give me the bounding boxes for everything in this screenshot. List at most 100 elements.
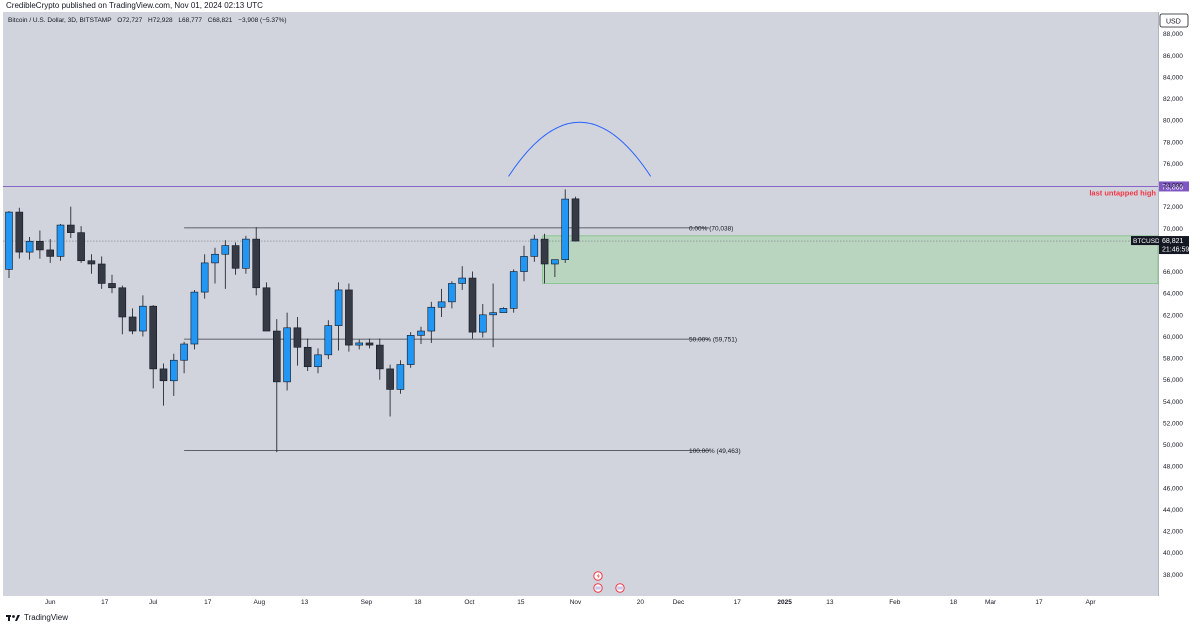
candle-body[interactable] — [180, 343, 188, 361]
last-untapped-high-price-label: 73,869 — [1162, 184, 1184, 191]
y-tick-label: 58,000 — [1163, 356, 1183, 363]
candle-body[interactable] — [200, 262, 209, 293]
candle-body[interactable] — [67, 224, 75, 233]
demand-zone[interactable] — [542, 235, 1159, 284]
fib-100-label: 100.00% (49,463) — [689, 448, 741, 455]
candle-body[interactable] — [293, 327, 302, 348]
candle-body[interactable] — [386, 368, 394, 390]
y-tick-label: 38,000 — [1163, 572, 1183, 579]
y-tick-label: 44,000 — [1163, 507, 1183, 514]
us-flag-glyph-icon-2 — [617, 586, 623, 590]
currency-button[interactable] — [1159, 13, 1189, 28]
x-tick-label: 13 — [301, 599, 309, 606]
candle-body[interactable] — [427, 306, 436, 332]
candle-body[interactable] — [396, 364, 405, 390]
candle-body[interactable] — [468, 277, 477, 333]
candle-body[interactable] — [375, 344, 384, 370]
x-tick-label: Aug — [254, 599, 266, 606]
candle-body[interactable] — [25, 240, 34, 253]
x-tick-label: 17 — [1035, 599, 1043, 606]
candle-body[interactable] — [242, 238, 250, 269]
fib-50-label: 50.00% (59,751) — [689, 337, 737, 344]
candle-body[interactable] — [15, 211, 24, 253]
y-tick-label: 40,000 — [1163, 550, 1183, 557]
candle-body[interactable] — [211, 253, 219, 264]
candle-body[interactable] — [540, 238, 549, 265]
candle-body[interactable] — [489, 312, 497, 316]
legend-open-value: 72,727 — [122, 17, 142, 24]
candle-body[interactable] — [159, 368, 168, 382]
candle-body[interactable] — [190, 291, 199, 345]
candle-body[interactable] — [437, 301, 446, 308]
candle-body[interactable] — [355, 342, 364, 346]
x-tick-label: 13 — [826, 599, 834, 606]
candle-body[interactable] — [571, 198, 580, 242]
candle-body[interactable] — [272, 330, 281, 383]
y-tick-label: 84,000 — [1163, 74, 1183, 81]
candle-body[interactable] — [262, 287, 271, 332]
projection-arc[interactable] — [508, 122, 652, 177]
chart-legend: Bitcoin / U.S. Dollar, 3D, BITSTAMP O72,… — [8, 17, 287, 24]
x-tick-label: Dec — [673, 599, 685, 606]
legend-symbol: Bitcoin / U.S. Dollar, 3D, BITSTAMP — [8, 17, 111, 24]
candle-body[interactable] — [221, 245, 230, 255]
candle-body[interactable] — [530, 238, 539, 257]
x-tick-label: 17 — [101, 599, 109, 606]
candle-body[interactable] — [56, 224, 65, 257]
candle-body[interactable] — [283, 327, 291, 383]
candle-body[interactable] — [478, 314, 487, 333]
footer: TradingView — [0, 610, 1200, 625]
x-tick-label: Apr — [1085, 599, 1096, 606]
candle-body[interactable] — [365, 342, 374, 346]
candle-body[interactable] — [417, 330, 425, 336]
candle-body[interactable] — [551, 259, 559, 265]
candle-body[interactable] — [509, 271, 518, 309]
candle-body[interactable] — [406, 335, 415, 365]
y-tick-label: 74,000 — [1163, 183, 1183, 190]
candle-body[interactable] — [46, 249, 55, 257]
candle-body[interactable] — [520, 256, 528, 272]
event-markers[interactable] — [593, 571, 625, 593]
y-tick-label: 48,000 — [1163, 464, 1183, 471]
y-tick-label: 64,000 — [1163, 291, 1183, 298]
x-tick-label: Jul — [149, 599, 158, 606]
x-tick-label: 15 — [517, 599, 525, 606]
candle-body[interactable] — [561, 198, 570, 260]
candle-body[interactable] — [345, 289, 353, 346]
tradingview-logo-icon — [6, 614, 20, 621]
lightning-glyph-icon — [596, 573, 600, 579]
last-untapped-high-annotation: last untapped high — [1089, 188, 1156, 197]
candle-body[interactable] — [5, 211, 13, 270]
candle-body[interactable] — [458, 277, 467, 284]
x-tick-label: 17 — [734, 599, 742, 606]
candle-body[interactable] — [231, 245, 240, 269]
price-axis[interactable] — [1158, 12, 1200, 608]
candle-body[interactable] — [139, 305, 147, 332]
bar-countdown: 21:46:59 — [1162, 247, 1189, 254]
candle-body[interactable] — [108, 283, 116, 289]
candle-body[interactable] — [36, 240, 44, 251]
y-tick-label: 88,000 — [1163, 31, 1183, 38]
candle-body[interactable] — [314, 354, 322, 368]
y-tick-label: 42,000 — [1163, 529, 1183, 536]
candle-body[interactable] — [128, 316, 137, 332]
candle-body[interactable] — [499, 308, 508, 313]
candle-body[interactable] — [324, 325, 333, 356]
candle-body[interactable] — [252, 238, 260, 289]
y-tick-label: 70,000 — [1163, 226, 1183, 233]
y-tick-label: 66,000 — [1163, 269, 1183, 276]
y-tick-label: 46,000 — [1163, 485, 1183, 492]
candle-body[interactable] — [334, 289, 343, 326]
candle-body[interactable] — [87, 260, 96, 265]
candle-body[interactable] — [170, 359, 178, 382]
candle-body[interactable] — [97, 263, 106, 284]
candle-body[interactable] — [118, 287, 127, 318]
time-axis[interactable] — [0, 596, 1200, 610]
candle-body[interactable] — [149, 305, 157, 370]
candle-body[interactable] — [77, 232, 85, 262]
candle-body[interactable] — [448, 283, 456, 303]
fib-0-label: 0.00% (70,038) — [689, 225, 733, 232]
publisher-header: CredibleCrypto published on TradingView.… — [0, 0, 1200, 12]
symbol-tag — [1131, 236, 1159, 246]
candle-body[interactable] — [303, 346, 312, 368]
